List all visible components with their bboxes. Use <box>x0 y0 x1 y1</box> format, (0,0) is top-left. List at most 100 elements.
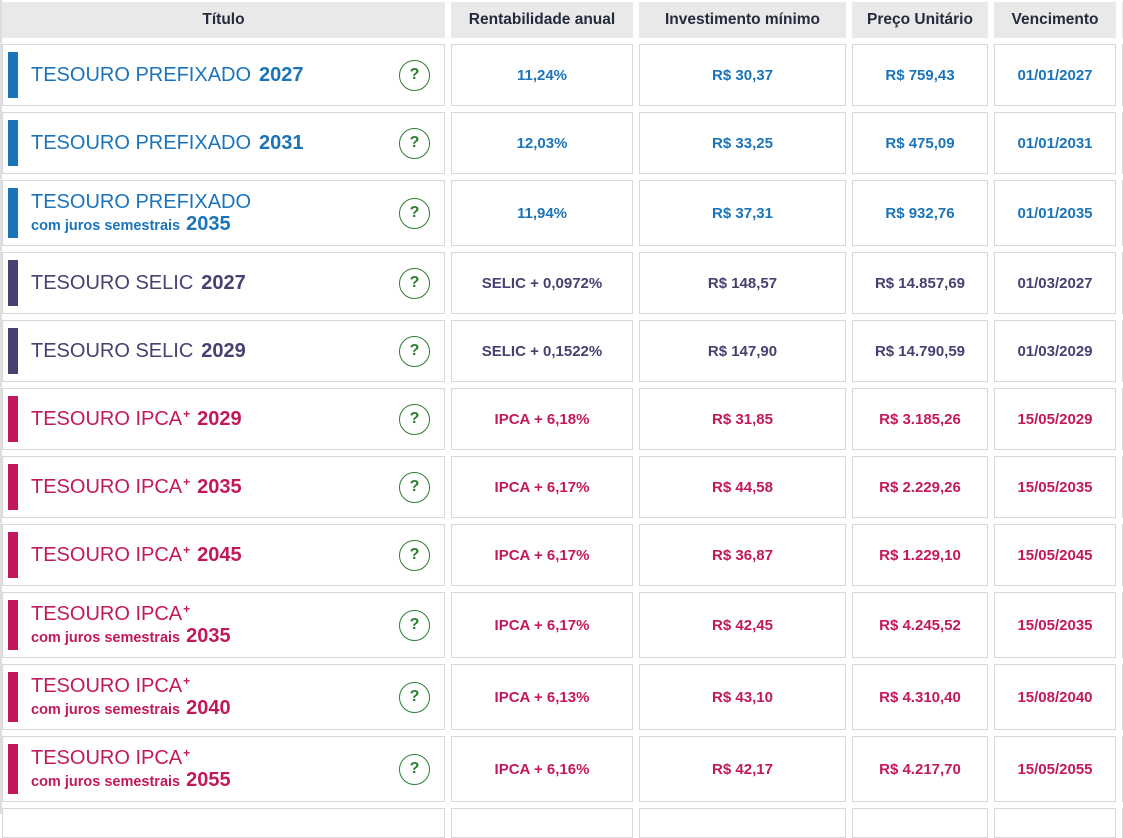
help-icon[interactable]: ? <box>399 471 430 503</box>
bond-title-line2: com juros semestrais 2040 <box>31 697 231 719</box>
bond-name: TESOURO PREFIXADO <box>31 131 252 154</box>
bond-year: 2029 <box>197 407 242 430</box>
bond-title: TESOURO IPCA + com juros semestrais 2035 <box>31 601 231 648</box>
bond-title: TESOURO PREFIXADO 2031 <box>31 132 304 154</box>
bond-title-line2: com juros semestrais 2055 <box>31 769 231 791</box>
bond-unit-price: R$ 14.790,59 <box>852 320 988 382</box>
bond-title-cell[interactable]: TESOURO SELIC 2027 ? <box>2 252 445 314</box>
bond-maturity: 01/01/2027 <box>994 44 1116 106</box>
bond-title-cell[interactable]: TESOURO SELIC 2029 ? <box>2 320 445 382</box>
bond-year: 2031 <box>259 131 304 154</box>
bond-maturity: 01/03/2029 <box>994 320 1116 382</box>
bond-title-cell[interactable]: TESOURO PREFIXADO 2027 ? <box>2 44 445 106</box>
bond-year: 2027 <box>259 63 304 86</box>
bond-color-bar <box>8 120 18 166</box>
bond-rate: SELIC + 0,0972% <box>451 252 633 314</box>
table-row[interactable]: TESOURO SELIC 2029 ? SELIC + 0,1522% R$ 1… <box>2 320 1123 382</box>
help-icon[interactable]: ? <box>399 539 430 571</box>
bond-min-investment: R$ 30,37 <box>639 44 846 106</box>
table-row[interactable]: TESOURO IPCA + com juros semestrais 2055 ?… <box>2 736 1123 802</box>
table-row[interactable]: TESOURO IPCA +2045 ? IPCA + 6,17% R$ 36,8… <box>2 524 1123 586</box>
bond-year: 2035 <box>186 213 231 235</box>
table-row[interactable]: TESOURO IPCA + com juros semestrais 2040 ?… <box>2 664 1123 730</box>
bond-min-investment: R$ 43,10 <box>639 664 846 730</box>
bond-title-line1: TESOURO IPCA +2045 <box>31 542 242 566</box>
table-row[interactable]: TESOURO PREFIXADO com juros semestrais 20… <box>2 180 1123 246</box>
bond-rate: IPCA + 6,16% <box>451 736 633 802</box>
bond-min-investment: R$ 37,31 <box>639 180 846 246</box>
table-row[interactable]: TESOURO IPCA +2035 ? IPCA + 6,17% R$ 44,5… <box>2 456 1123 518</box>
help-icon[interactable]: ? <box>399 335 430 367</box>
bond-title-cell[interactable]: TESOURO IPCA + com juros semestrais 2040 ? <box>2 664 445 730</box>
bond-subtitle: com juros semestrais <box>31 774 181 790</box>
help-icon[interactable]: ? <box>399 197 430 229</box>
bond-plus-superscript: + <box>183 474 191 489</box>
bond-name: TESOURO IPCA <box>31 602 183 625</box>
bond-min-investment: R$ 33,25 <box>639 112 846 174</box>
bond-title-line2: com juros semestrais 2035 <box>31 213 252 235</box>
bond-title-cell[interactable]: TESOURO IPCA +2035 ? <box>2 456 445 518</box>
bond-year: 2027 <box>201 271 246 294</box>
bond-title-line1: TESOURO PREFIXADO <box>31 191 252 213</box>
bond-plus-superscript: + <box>183 745 191 760</box>
bond-name: TESOURO IPCA <box>31 407 183 430</box>
bond-plus-superscript: + <box>183 601 191 616</box>
bond-title-cell[interactable]: TESOURO PREFIXADO 2031 ? <box>2 112 445 174</box>
bond-maturity: 15/05/2055 <box>994 736 1116 802</box>
bond-unit-price: R$ 14.857,69 <box>852 252 988 314</box>
column-header-rentabilidade: Rentabilidade anual <box>451 2 633 38</box>
column-header-vencimento: Vencimento <box>994 2 1116 38</box>
bond-maturity: 15/05/2045 <box>994 524 1116 586</box>
bond-rate: 11,94% <box>451 180 633 246</box>
bond-color-bar <box>8 600 18 650</box>
bond-name: TESOURO PREFIXADO <box>31 190 252 213</box>
bond-unit-price: R$ 1.229,10 <box>852 524 988 586</box>
bond-title: TESOURO IPCA +2045 <box>31 542 242 566</box>
table-row[interactable]: TESOURO IPCA +2029 ? IPCA + 6,18% R$ 31,8… <box>2 388 1123 450</box>
help-icon[interactable]: ? <box>399 753 430 785</box>
bond-maturity: 01/01/2035 <box>994 180 1116 246</box>
help-icon[interactable]: ? <box>399 59 430 91</box>
bond-min-investment: R$ 31,85 <box>639 388 846 450</box>
bond-title-cell[interactable]: TESOURO PREFIXADO com juros semestrais 20… <box>2 180 445 246</box>
help-icon[interactable]: ? <box>399 681 430 713</box>
bond-title-line1: TESOURO SELIC 2027 <box>31 272 246 294</box>
bond-title-line1: TESOURO PREFIXADO 2027 <box>31 64 304 86</box>
help-icon[interactable]: ? <box>399 267 430 299</box>
bond-color-bar <box>8 260 18 306</box>
bond-color-bar <box>8 188 18 238</box>
help-icon[interactable]: ? <box>399 403 430 435</box>
bond-min-investment: R$ 148,57 <box>639 252 846 314</box>
table-row[interactable]: TESOURO SELIC 2027 ? SELIC + 0,0972% R$ 1… <box>2 252 1123 314</box>
bond-maturity: 01/03/2027 <box>994 252 1116 314</box>
bond-name: TESOURO SELIC <box>31 271 194 294</box>
bond-title-cell[interactable]: TESOURO IPCA +2045 ? <box>2 524 445 586</box>
table-row[interactable]: TESOURO PREFIXADO 2031 ? 12,03% R$ 33,25 … <box>2 112 1123 174</box>
bond-maturity: 15/05/2035 <box>994 592 1116 658</box>
bond-plus-superscript: + <box>183 542 191 557</box>
bond-title: TESOURO IPCA + com juros semestrais 2055 <box>31 745 231 792</box>
bond-rate: IPCA + 6,13% <box>451 664 633 730</box>
bond-title-cell[interactable]: TESOURO IPCA + com juros semestrais 2055 ? <box>2 736 445 802</box>
bond-maturity: 01/01/2031 <box>994 112 1116 174</box>
bond-min-investment: R$ 36,87 <box>639 524 846 586</box>
bond-rate: 11,24% <box>451 44 633 106</box>
table-row[interactable]: TESOURO PREFIXADO 2027 ? 11,24% R$ 30,37 … <box>2 44 1123 106</box>
bond-title-cell[interactable]: TESOURO IPCA + com juros semestrais 2035 ? <box>2 592 445 658</box>
help-icon[interactable]: ? <box>399 127 430 159</box>
bond-subtitle: com juros semestrais <box>31 702 181 718</box>
bond-unit-price: R$ 475,09 <box>852 112 988 174</box>
bond-unit-price: R$ 4.310,40 <box>852 664 988 730</box>
bond-rate: IPCA + 6,17% <box>451 456 633 518</box>
bond-title: TESOURO IPCA +2029 <box>31 407 242 430</box>
bond-unit-price: R$ 4.245,52 <box>852 592 988 658</box>
bond-maturity: 15/08/2040 <box>994 664 1116 730</box>
bond-year: 2029 <box>201 339 246 362</box>
column-header-preco-unitario: Preço Unitário <box>852 2 988 38</box>
bond-title-cell[interactable]: TESOURO IPCA +2029 ? <box>2 388 445 450</box>
bond-rate: SELIC + 0,1522% <box>451 320 633 382</box>
help-icon[interactable]: ? <box>399 609 430 641</box>
table-row[interactable]: TESOURO IPCA + com juros semestrais 2035 ?… <box>2 592 1123 658</box>
bond-rate: IPCA + 6,17% <box>451 524 633 586</box>
bond-color-bar <box>8 464 18 510</box>
